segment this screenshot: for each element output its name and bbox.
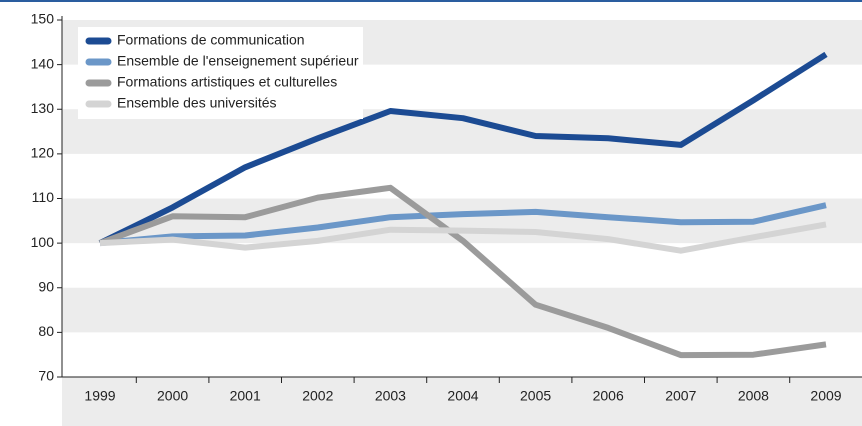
top-rule <box>0 0 862 2</box>
x-tick-label: 2003 <box>375 388 406 404</box>
y-tick-label: 80 <box>38 323 54 339</box>
series-line <box>99 202 827 247</box>
x-tick-label: 2007 <box>665 388 696 404</box>
y-tick-label: 90 <box>38 278 54 294</box>
legend: Formations de communication Ensemble de l… <box>78 27 363 119</box>
y-tick-label: 130 <box>31 100 55 116</box>
x-tick-label: 1999 <box>84 388 115 404</box>
y-tick-label: 70 <box>38 368 54 384</box>
x-tick-label: 2009 <box>810 388 841 404</box>
x-tick-label: 2001 <box>230 388 261 404</box>
legend-label: Ensemble des universités <box>117 95 277 111</box>
series-line <box>99 221 827 254</box>
series-line <box>98 51 828 246</box>
x-tick-label: 2008 <box>738 388 769 404</box>
y-tick-label: 150 <box>31 11 55 27</box>
y-tick-label: 100 <box>31 234 55 250</box>
series-line <box>98 184 827 359</box>
legend-box <box>78 27 363 119</box>
x-tick-label: 2005 <box>520 388 551 404</box>
legend-label: Formations de communication <box>117 32 305 48</box>
legend-label: Formations artistiques et culturelles <box>117 74 337 90</box>
grid-band <box>62 287 862 333</box>
legend-label: Ensemble de l'enseignement supérieur <box>117 53 359 69</box>
x-axis-area <box>62 377 862 426</box>
x-tick-label: 2004 <box>447 388 478 404</box>
y-tick-label: 120 <box>31 145 55 161</box>
x-tick-label: 2000 <box>157 388 188 404</box>
y-tick-label: 140 <box>31 55 55 71</box>
x-tick-label: 2002 <box>302 388 333 404</box>
y-tick-label: 110 <box>32 189 55 205</box>
x-tick-label: 2006 <box>593 388 624 404</box>
